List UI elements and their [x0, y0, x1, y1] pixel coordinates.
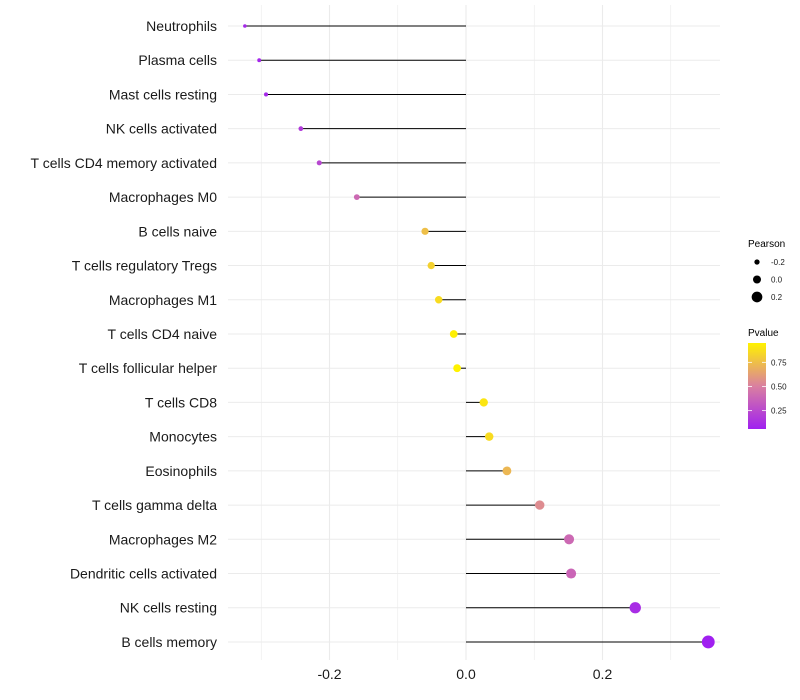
color-legend-title: Pvalue: [748, 328, 779, 339]
y-tick-label: Macrophages M2: [109, 531, 217, 547]
y-tick-label: T cells regulatory Tregs: [72, 258, 217, 274]
color-bar: [748, 343, 766, 429]
lollipop-point: [479, 398, 488, 407]
y-tick-label: Plasma cells: [138, 52, 217, 68]
size-legend-key: [751, 291, 763, 303]
x-tick-label: -0.2: [317, 666, 341, 682]
size-legend-label: 0.2: [771, 293, 783, 302]
color-legend-label: 0.25: [771, 407, 787, 416]
lollipop-point: [484, 432, 494, 441]
x-tick-label: 0.0: [456, 666, 476, 682]
y-tick-label: T cells CD4 naive: [108, 326, 218, 342]
lollipop-point: [434, 296, 443, 304]
lollipop-point: [502, 466, 512, 476]
y-tick-label: NK cells activated: [106, 121, 217, 137]
y-tick-label: Monocytes: [149, 429, 217, 445]
size-legend-label: 0.0: [771, 276, 783, 285]
y-tick-label: B cells memory: [121, 634, 217, 650]
lollipop-point: [298, 126, 304, 132]
y-tick-label: Macrophages M1: [109, 292, 217, 308]
color-legend-label: 0.75: [771, 358, 787, 367]
y-tick-label: Mast cells resting: [109, 86, 217, 102]
y-tick-label: Macrophages M0: [109, 189, 217, 205]
y-tick-label: B cells naive: [138, 223, 217, 239]
size-legend-label: -0.2: [771, 258, 785, 267]
lollipop-point: [629, 602, 641, 614]
size-legend-key: [753, 275, 761, 284]
y-tick-label: Dendritic cells activated: [70, 566, 217, 582]
y-tick-label: T cells CD8: [145, 394, 217, 410]
lollipop-point: [316, 160, 322, 166]
x-tick-label: 0.2: [593, 666, 613, 682]
lollipop-point: [264, 92, 269, 97]
color-legend-label: 0.50: [771, 382, 787, 391]
y-tick-label: Neutrophils: [146, 18, 217, 34]
lollipop-point: [353, 194, 360, 201]
y-tick-label: Eosinophils: [145, 463, 217, 479]
y-tick-label: NK cells resting: [120, 600, 217, 616]
lollipop-point: [564, 534, 575, 545]
lollipop-point: [243, 24, 247, 28]
lollipop-point: [701, 635, 715, 649]
lollipop-point: [566, 568, 577, 579]
y-tick-label: T cells follicular helper: [79, 360, 218, 376]
lollipop-point: [257, 58, 262, 63]
y-tick-label: T cells gamma delta: [92, 497, 217, 513]
lollipop-point: [453, 364, 462, 373]
size-legend-key: [754, 259, 760, 265]
y-tick-label: T cells CD4 memory activated: [31, 155, 217, 171]
lollipop-point: [427, 261, 435, 270]
lollipop-point: [534, 500, 545, 510]
lollipop-point: [449, 330, 458, 338]
lollipop-point: [421, 227, 429, 235]
size-legend-title: Pearson: [748, 239, 785, 250]
